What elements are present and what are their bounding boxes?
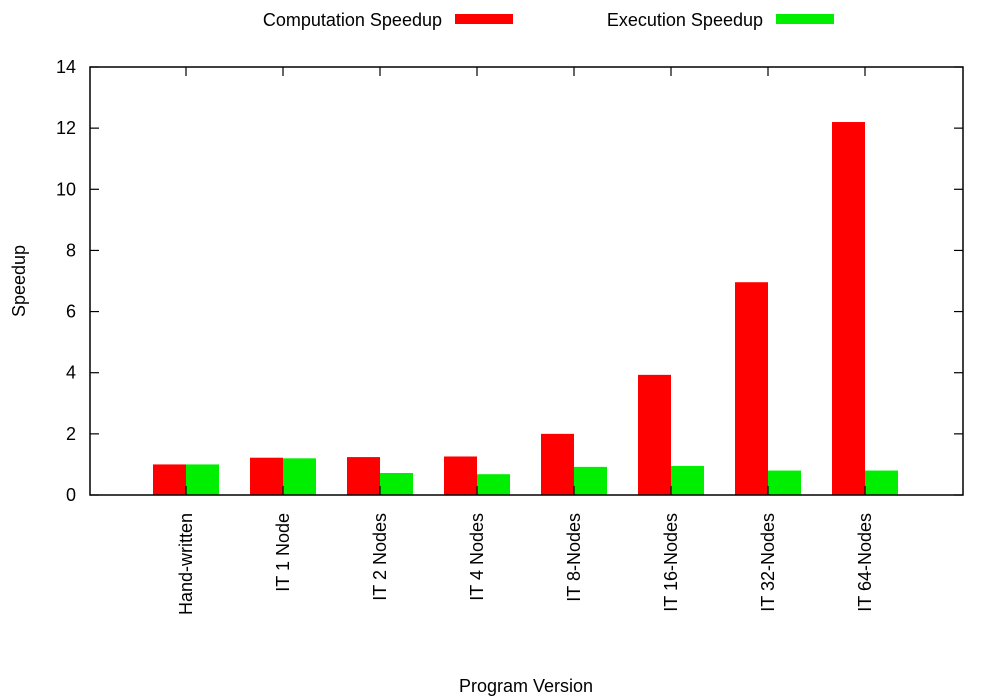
- x-axis-label: Program Version: [459, 676, 593, 696]
- computation-bar-7: [735, 282, 768, 495]
- bars-layer: [153, 122, 898, 496]
- legend-label-execution: Execution Speedup: [607, 10, 763, 30]
- x-tick-label: IT 8-Nodes: [564, 513, 584, 602]
- y-axis-label: Speedup: [9, 245, 29, 317]
- computation-bar-6: [638, 374, 671, 495]
- y-tick-label: 4: [66, 363, 76, 383]
- x-axis-ticks: Hand-written IT 1 Node IT 2 Nodes IT 4 Node…: [176, 67, 875, 615]
- computation-bar-2: [250, 457, 283, 495]
- x-tick-label: IT 16-Nodes: [661, 513, 681, 612]
- legend: Computation Speedup Execution Speedup: [263, 10, 834, 30]
- legend-swatch-computation: [455, 14, 513, 24]
- execution-bar-5: [574, 466, 607, 495]
- x-tick-label: IT 4 Nodes: [467, 513, 487, 601]
- legend-swatch-execution: [776, 14, 834, 24]
- y-tick-label: 12: [56, 118, 76, 138]
- execution-bar-6: [671, 465, 704, 495]
- execution-bar-1: [186, 464, 219, 495]
- y-tick-label: 6: [66, 302, 76, 322]
- y-tick-label: 14: [56, 57, 76, 77]
- y-tick-label: 8: [66, 240, 76, 260]
- execution-bar-2: [283, 458, 316, 495]
- computation-bar-1: [153, 464, 186, 495]
- execution-bar-7: [768, 470, 801, 495]
- x-tick-label: IT 2 Nodes: [370, 513, 390, 601]
- execution-bar-4: [477, 474, 510, 495]
- computation-bar-4: [444, 456, 477, 495]
- computation-bar-8: [832, 122, 865, 496]
- execution-bar-8: [865, 470, 898, 495]
- x-tick-label: IT 32-Nodes: [758, 513, 778, 612]
- y-tick-label: 10: [56, 179, 76, 199]
- computation-bar-5: [541, 433, 574, 495]
- y-tick-label: 2: [66, 424, 76, 444]
- y-axis-ticks: 0 2 4 6 8 10 12 14: [56, 57, 963, 505]
- computation-bar-3: [347, 457, 380, 495]
- y-tick-label: 0: [66, 485, 76, 505]
- legend-label-computation: Computation Speedup: [263, 10, 442, 30]
- x-tick-label: IT 64-Nodes: [855, 513, 875, 612]
- x-tick-label: IT 1 Node: [273, 513, 293, 592]
- x-tick-label: Hand-written: [176, 513, 196, 615]
- execution-bar-3: [380, 472, 413, 495]
- plot-frame: [89, 66, 964, 496]
